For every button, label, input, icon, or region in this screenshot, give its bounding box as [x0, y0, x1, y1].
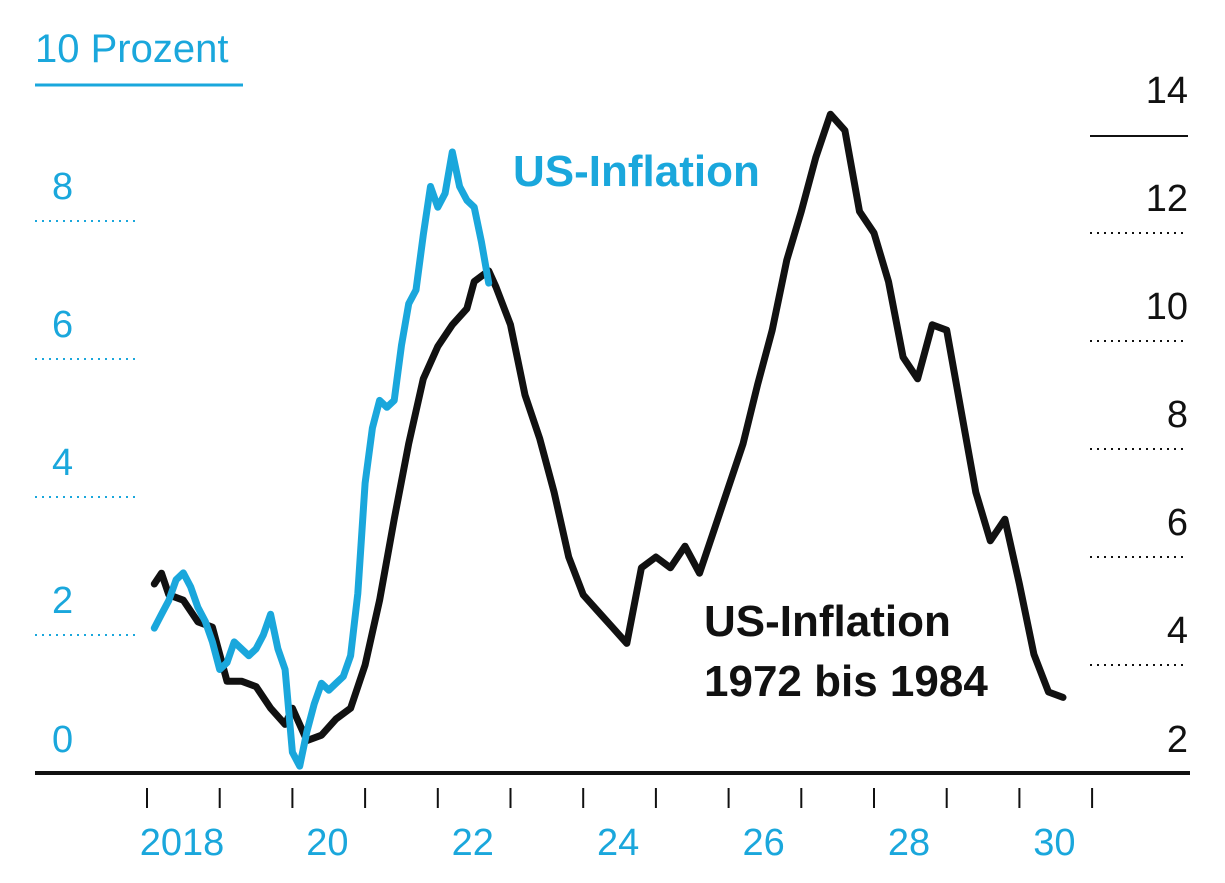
series-label-1972-1984-line1: US-Inflation [704, 597, 951, 646]
right-axis-gridlines [1090, 232, 1188, 666]
x-tick-label-3: 24 [597, 822, 639, 864]
left-tick-label-3: 6 [52, 304, 73, 346]
left-tick-label-2: 4 [52, 442, 73, 484]
x-tick-label-0: 2018 [140, 822, 225, 864]
x-axis-tick-labels: 2018 20 22 24 26 28 30 [140, 822, 1076, 864]
x-tick-label-1: 20 [306, 822, 348, 864]
left-tick-label-0: 0 [52, 719, 73, 761]
right-tick-label-0: 2 [1167, 719, 1188, 761]
right-tick-label-1: 4 [1167, 610, 1188, 652]
right-tick-label-2: 6 [1167, 502, 1188, 544]
series-label-us-inflation: US-Inflation [513, 147, 760, 196]
x-tick-label-5: 28 [888, 822, 930, 864]
series-line-us-inflation-1972-1984 [150, 110, 1067, 745]
right-tick-label-6: 14 [1146, 70, 1188, 112]
right-tick-label-3: 8 [1167, 394, 1188, 436]
x-tick-label-4: 26 [742, 822, 784, 864]
series-layer [150, 110, 1067, 770]
x-axis-tick-marks [146, 788, 1094, 808]
right-axis-tick-labels: 2 4 6 8 10 12 14 [1146, 70, 1188, 761]
x-tick-label-6: 30 [1033, 822, 1075, 864]
right-tick-label-4: 10 [1146, 286, 1188, 328]
left-tick-label-4: 8 [52, 166, 73, 208]
left-tick-label-1: 2 [52, 580, 73, 622]
right-tick-label-5: 12 [1146, 178, 1188, 220]
left-axis-tick-labels: 0 2 4 6 8 [52, 166, 73, 761]
left-axis-unit-label: 10 Prozent [35, 27, 228, 71]
series-line-us-inflation [150, 148, 493, 770]
x-tick-label-2: 22 [452, 822, 494, 864]
series-label-1972-1984-line2: 1972 bis 1984 [704, 657, 988, 706]
left-axis-gridlines [35, 220, 135, 636]
